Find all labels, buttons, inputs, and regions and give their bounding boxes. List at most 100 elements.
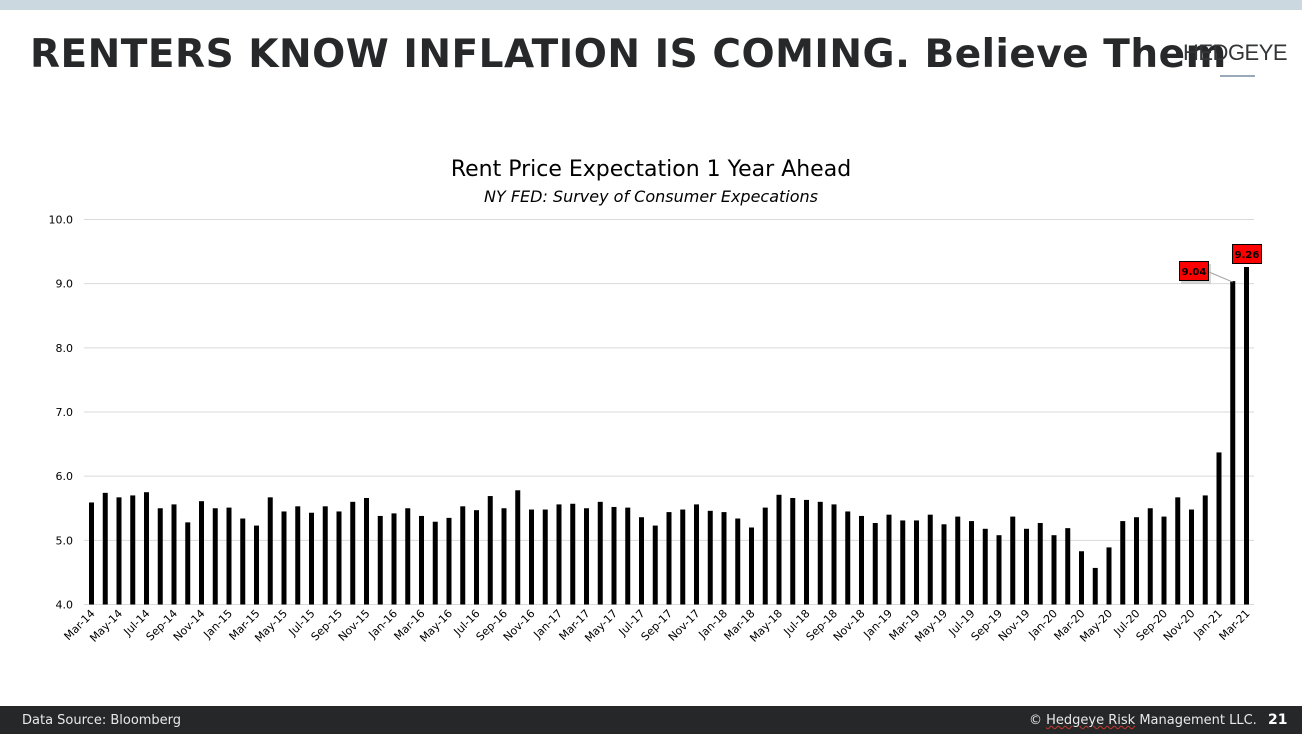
chart-title: Rent Price Expectation 1 Year Ahead [450, 157, 852, 182]
bar [749, 527, 754, 605]
y-tick-label: 7.0 [56, 406, 74, 419]
bar [817, 501, 823, 605]
callout-label-box [1179, 261, 1209, 281]
bar [350, 501, 356, 605]
slide-footer: Data Source: Bloomberg © Hedgeye Risk Ma… [0, 706, 1302, 734]
bar [130, 495, 136, 605]
bar [309, 512, 314, 605]
bar [762, 507, 768, 605]
bar [432, 521, 438, 605]
copyright-symbol: © [1029, 713, 1042, 728]
bar [694, 504, 699, 605]
y-tick-label: 5.0 [56, 534, 74, 547]
bar [460, 506, 466, 605]
bar [652, 525, 658, 605]
y-tick-label: 8.0 [56, 342, 74, 355]
bar [1010, 516, 1016, 605]
bar [1244, 266, 1249, 605]
y-tick-label: 10.0 [49, 214, 74, 227]
bar [1161, 516, 1167, 605]
chart-subtitle: NY FED: Survey of Consumer Expecations [483, 187, 819, 206]
bar [1120, 521, 1126, 605]
bar [776, 494, 782, 605]
bar [941, 524, 947, 605]
bar [254, 525, 259, 605]
page-number: 21 [1268, 712, 1288, 728]
bar [790, 497, 796, 605]
bar [295, 506, 301, 605]
bar [1216, 452, 1222, 605]
bar [900, 520, 906, 605]
bar [1051, 535, 1057, 605]
bar [157, 508, 163, 605]
callout-label-box [1232, 244, 1262, 264]
bar [1175, 497, 1181, 605]
bar [1106, 547, 1112, 605]
bar [804, 499, 809, 605]
bar [529, 509, 534, 605]
bar [405, 508, 411, 605]
bar [240, 518, 246, 605]
logo-underline [1220, 75, 1255, 77]
bar [570, 503, 576, 605]
bar [1079, 551, 1084, 605]
bar [625, 507, 631, 605]
bar [611, 506, 617, 605]
y-tick-label: 4.0 [56, 599, 74, 612]
data-source: Data Source: Bloomberg [22, 713, 182, 728]
bar [845, 511, 851, 605]
bar [391, 513, 397, 605]
bar [584, 508, 589, 605]
bar [419, 515, 424, 605]
bar [212, 508, 218, 605]
bar [474, 510, 479, 605]
bar [171, 504, 177, 605]
hedgeye-logo: HEDGEYE [1183, 40, 1288, 65]
bar [556, 504, 562, 605]
copyright-rest: Management LLC. [1135, 713, 1257, 728]
bar [542, 509, 548, 605]
bar [102, 492, 108, 605]
slide-headline: RENTERS KNOW INFLATION IS COMING. Believ… [30, 32, 1227, 77]
bar [831, 504, 837, 605]
callout-label-9-26: 9.26 [1235, 250, 1260, 261]
bar [639, 517, 644, 605]
bar [1065, 528, 1071, 605]
top-accent-bar [0, 0, 1302, 10]
bar-chart: 4.05.06.07.08.09.010.0Mar-14May-14Jul-14… [49, 214, 1262, 645]
bar [199, 501, 204, 605]
bar [515, 490, 521, 605]
bar [377, 515, 383, 605]
bar [364, 497, 369, 605]
bar [914, 520, 919, 605]
x-tick-label: Mar-21 [1217, 607, 1253, 643]
bar [872, 523, 878, 605]
bar [226, 507, 232, 605]
bar [89, 502, 94, 605]
bar [116, 497, 122, 605]
bar [501, 508, 507, 605]
bar [597, 501, 603, 605]
bar [267, 497, 273, 605]
bar [707, 510, 713, 605]
bar [666, 512, 672, 605]
bar [1147, 508, 1153, 605]
bar [969, 521, 974, 605]
bar [1189, 509, 1194, 605]
bar [721, 512, 727, 605]
bar [955, 516, 961, 605]
bar [982, 528, 988, 605]
bar [185, 522, 191, 605]
bar [144, 492, 149, 605]
bar [1092, 567, 1098, 605]
bar [859, 515, 864, 605]
bar [735, 518, 741, 605]
bar [1202, 495, 1208, 605]
bar [1037, 523, 1043, 605]
bar [996, 535, 1002, 605]
bar [336, 511, 342, 605]
copyright-brand: Hedgeye Risk [1046, 713, 1136, 728]
bar [446, 517, 452, 605]
callout-leader-line [1208, 271, 1233, 283]
bar [886, 514, 892, 605]
